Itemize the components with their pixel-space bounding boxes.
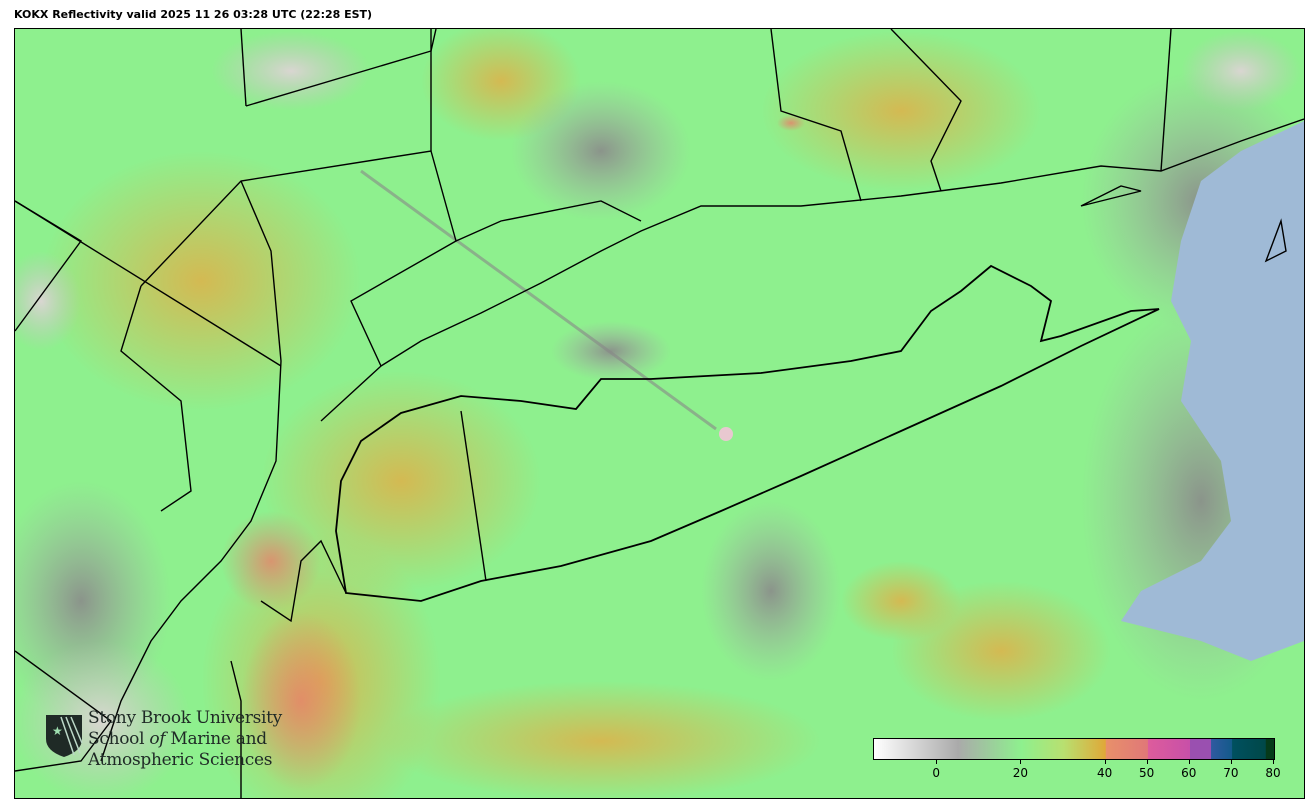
logo-line-2c: Marine and <box>165 729 267 749</box>
logo-line-2a: School <box>88 729 150 749</box>
colorbar-tick <box>1020 760 1022 764</box>
logo-line-3: Atmospheric Sciences <box>88 750 273 770</box>
precip-echoes <box>41 29 1111 798</box>
colorbar-tick-label: 0 <box>932 766 940 780</box>
coastlines-and-borders <box>15 29 1304 798</box>
colorbar-tick-label: 70 <box>1223 766 1239 780</box>
colorbar-tick <box>936 760 938 764</box>
logo-line-1: Stony Brook University <box>88 708 282 728</box>
colorbar-tick-label: 60 <box>1181 766 1197 780</box>
radar-beam-artifact <box>360 169 717 431</box>
colorbar-tick-label: 80 <box>1265 766 1281 780</box>
colorbar-tick <box>1188 760 1190 764</box>
svg-text:★: ★ <box>52 724 63 738</box>
colorbar-tick <box>1273 760 1274 764</box>
logo-line-2: School of Marine and <box>88 729 282 750</box>
colorbar-tick-label: 20 <box>1012 766 1028 780</box>
colorbar-tick <box>1230 760 1232 764</box>
radar-site-marker <box>719 427 733 441</box>
radar-map[interactable] <box>14 28 1305 799</box>
logo-line-2b: of <box>149 729 166 749</box>
reflectivity-colorbar <box>873 738 1275 760</box>
radar-map-canvas <box>15 29 1304 798</box>
ocean-area <box>1121 121 1304 661</box>
colorbar-tick-label: 50 <box>1139 766 1155 780</box>
colorbar-tick-label: 40 <box>1096 766 1113 780</box>
map-title: KOKX Reflectivity valid 2025 11 26 03:28… <box>14 8 373 21</box>
colorbar-tick <box>1104 760 1106 764</box>
sbu-somas-logo: ★ Stony Brook University School of Marin… <box>30 686 300 770</box>
sbu-shield-star-icon: ★ <box>46 715 83 757</box>
colorbar-tick <box>1146 760 1148 764</box>
